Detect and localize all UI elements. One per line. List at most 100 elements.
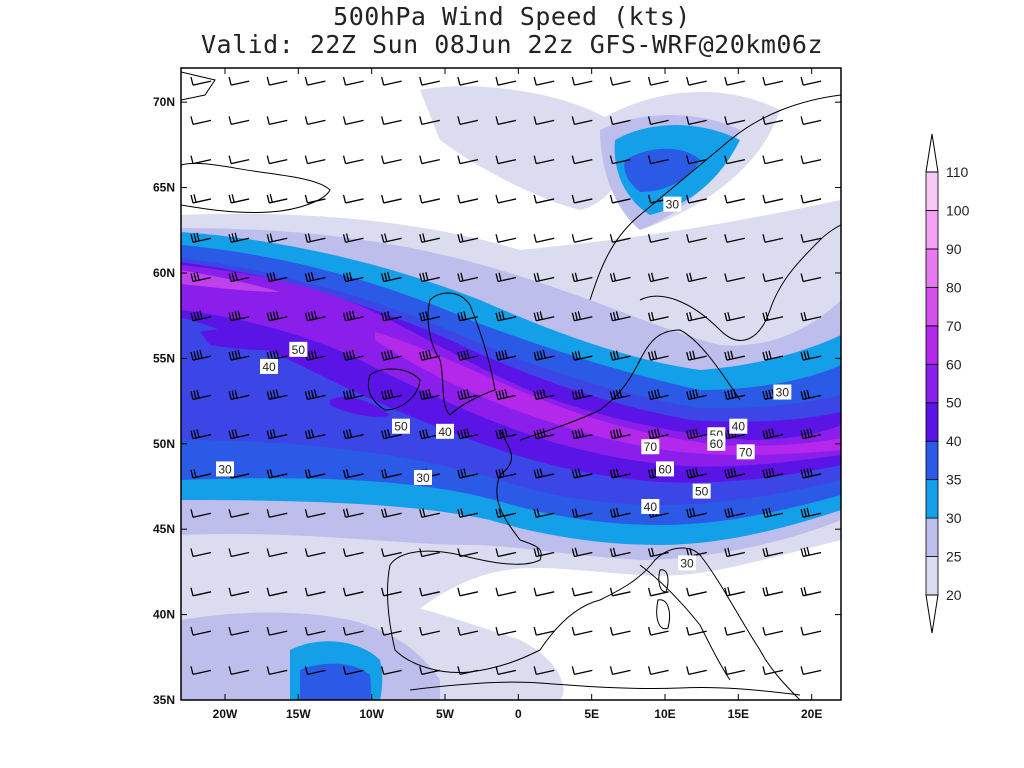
wind-barb (228, 548, 250, 558)
wind-barb (228, 587, 250, 597)
wind-barb (762, 507, 784, 518)
wind-barb (304, 469, 326, 479)
wind-barb (457, 626, 479, 636)
wind-barb (304, 626, 326, 636)
band-50kt-blob2 (330, 396, 390, 417)
wind-barb (724, 666, 746, 676)
colorbar-swatch (925, 325, 939, 365)
wind-barb (647, 626, 669, 636)
wind-barb (686, 666, 707, 676)
contour-label-box (641, 439, 660, 455)
north-africa-coast (409, 681, 801, 696)
wind-barb (457, 233, 479, 243)
wind-barb (342, 666, 364, 676)
contour-label: 30 (776, 386, 790, 400)
wind-barb (533, 508, 555, 518)
colorbar-level-label: 90 (946, 241, 962, 257)
wind-barb (381, 233, 402, 243)
wind-barb (266, 548, 288, 558)
wind-barb (304, 233, 326, 243)
lat-tick-label: 70N (153, 95, 175, 109)
band-50kt-blob (200, 328, 300, 351)
colorbar-legend: 20 25 30 35 40 50 60 70 80 90 100 110 (925, 133, 970, 634)
wind-barb (457, 389, 479, 401)
wind-barb (381, 271, 402, 283)
wind-barb (419, 116, 440, 126)
wind-barb (762, 547, 784, 558)
wind-barb (686, 234, 707, 243)
wind-barb (724, 155, 746, 165)
wind-barb (533, 311, 555, 322)
wind-barb (647, 116, 669, 126)
band-35kt-iberia (300, 663, 371, 700)
wind-barb (609, 155, 631, 165)
wind-barb (228, 349, 250, 361)
wind-barb (724, 234, 746, 243)
lon-tick-label: 15W (286, 707, 311, 721)
lon-tick-label: 15E (728, 707, 749, 721)
colorbar-swatch (925, 210, 939, 250)
wind-barb (571, 666, 593, 676)
wind-barb (342, 626, 364, 636)
wind-barb (533, 626, 555, 636)
wind-barb (381, 389, 402, 401)
wind-barb (609, 626, 631, 636)
wind-barb (495, 428, 517, 440)
wind-barb (342, 508, 364, 518)
wind-barb (609, 272, 631, 283)
wind-barb (495, 626, 517, 636)
wind-barb (609, 350, 631, 361)
wind-barb (342, 349, 364, 361)
contour-label: 30 (416, 471, 430, 485)
wind-barb (647, 311, 669, 322)
wind-barb (724, 311, 746, 322)
wind-barb (457, 508, 479, 518)
wind-barb (609, 547, 631, 558)
wind-barb (457, 116, 479, 126)
wind-barb (266, 233, 288, 243)
wind-barb (304, 429, 326, 440)
wind-barb (457, 666, 479, 676)
colorbar-level-label: 30 (946, 510, 962, 526)
wind-barb (381, 666, 402, 676)
wind-barb (342, 116, 364, 126)
wind-barb (228, 155, 250, 165)
wind-barb (571, 547, 593, 558)
wind-barb (342, 76, 364, 86)
wind-barb (381, 76, 402, 86)
wind-barb (533, 272, 555, 283)
wind-barb (762, 666, 784, 676)
wind-barb (647, 666, 669, 676)
wind-barb (533, 155, 555, 165)
wind-barb (647, 389, 669, 401)
wind-barb (381, 116, 402, 126)
wind-barb (228, 389, 250, 401)
wind-barb (266, 587, 288, 597)
iceland-coast (181, 162, 331, 214)
wind-barb (342, 194, 364, 204)
wind-barb (190, 194, 212, 204)
colorbar-level-label: 40 (946, 433, 962, 449)
wind-barb (800, 273, 822, 283)
wind-barb (533, 76, 555, 86)
wind-barb (419, 233, 440, 243)
wind-barb (571, 468, 593, 479)
wind-barb (419, 666, 440, 676)
wind-barb (800, 155, 822, 165)
lon-tick-label: 10W (359, 707, 384, 721)
colorbar-level-label: 100 (946, 202, 970, 218)
map-frame (180, 67, 842, 701)
wind-barb (304, 389, 326, 401)
wind-barb (304, 310, 326, 322)
wind-barb (381, 626, 402, 636)
sweden-coast (639, 224, 841, 341)
wind-barb (342, 155, 364, 165)
wind-barb (724, 626, 746, 636)
contour-label: 50 (292, 343, 306, 357)
colorbar-swatch (925, 286, 939, 327)
lon-tick-label: 20W (213, 707, 238, 721)
wind-barb (381, 155, 402, 165)
wind-barb (724, 273, 746, 283)
wind-barb (495, 155, 517, 165)
